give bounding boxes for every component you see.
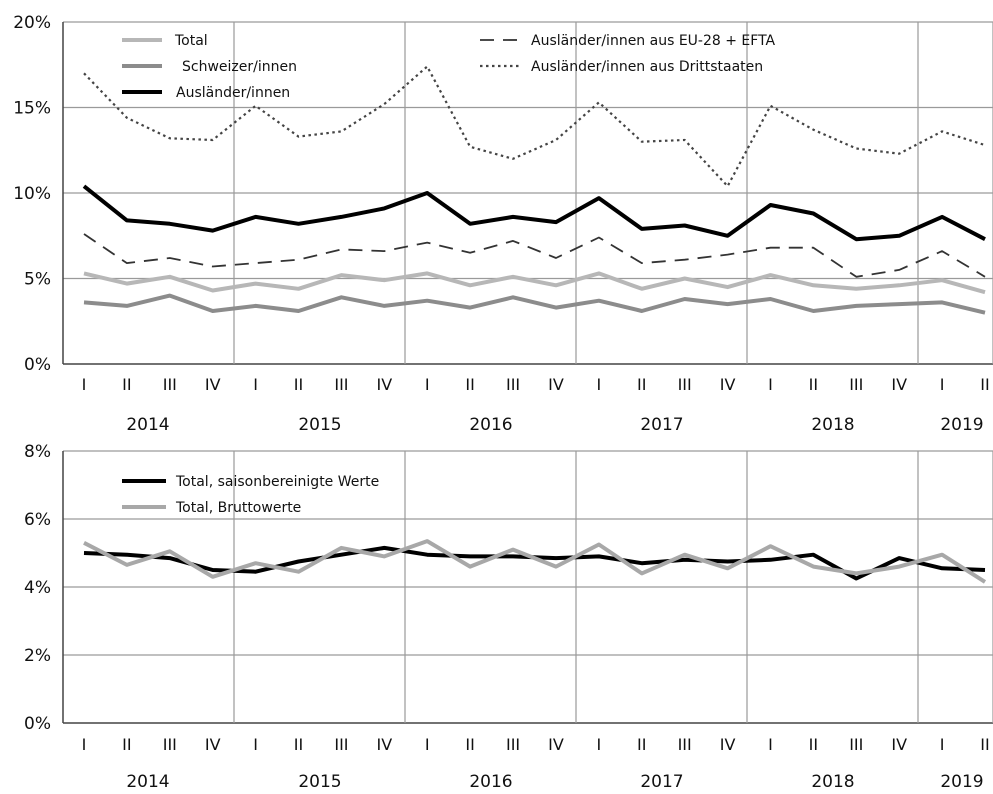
x-tick-label: I: [940, 375, 945, 394]
x-tick-label: IV: [205, 735, 221, 754]
x-tick-label: IV: [376, 375, 392, 394]
x-tick-label: IV: [891, 735, 907, 754]
legend-label: Ausländer/innen aus EU-28 + EFTA: [531, 33, 776, 49]
series-line-0-3: [83, 233, 986, 278]
x-tick-label: III: [334, 375, 348, 394]
x-tick-label: I: [82, 735, 87, 754]
y-tick-label: 15%: [13, 99, 51, 119]
y-tick-label: 20%: [13, 13, 51, 33]
x-tick-label: III: [849, 735, 863, 754]
x-tick-label: I: [596, 375, 601, 394]
y-tick-label: 2%: [24, 646, 51, 666]
year-label: 2015: [298, 772, 341, 792]
year-label: 2014: [126, 772, 169, 792]
x-tick-label: II: [465, 375, 474, 394]
x-tick-label: II: [637, 375, 646, 394]
x-tick-label: II: [122, 375, 131, 394]
x-tick-label: III: [506, 375, 520, 394]
x-tick-label: I: [425, 735, 430, 754]
y-tick-label: 0%: [24, 714, 51, 734]
x-tick-label: I: [82, 375, 87, 394]
x-tick-label: I: [596, 735, 601, 754]
year-label: 2014: [126, 415, 169, 435]
x-tick-label: III: [334, 735, 348, 754]
x-tick-label: IV: [376, 735, 392, 754]
series-line-0-0: [83, 271, 986, 295]
x-tick-label: III: [678, 375, 692, 394]
legend-label: Total, saisonbereinigte Werte: [175, 474, 379, 490]
year-label: 2017: [640, 772, 683, 792]
x-tick-label: IV: [548, 375, 564, 394]
y-tick-label: 5%: [24, 270, 51, 290]
y-tick-label: 10%: [13, 184, 51, 204]
x-tick-label: I: [768, 375, 773, 394]
x-tick-label: IV: [548, 735, 564, 754]
x-tick-label: II: [465, 735, 474, 754]
x-tick-label: I: [940, 735, 945, 754]
x-tick-label: II: [980, 375, 989, 394]
x-tick-label: I: [768, 735, 773, 754]
year-label: 2018: [811, 772, 854, 792]
x-tick-label: II: [809, 735, 818, 754]
x-tick-label: II: [294, 375, 303, 394]
y-tick-label: 4%: [24, 578, 51, 598]
x-tick-label: I: [253, 735, 258, 754]
series-line-0-4: [83, 65, 986, 188]
x-tick-label: II: [637, 735, 646, 754]
x-tick-label: IV: [205, 375, 221, 394]
x-tick-label: II: [294, 735, 303, 754]
year-label: 2019: [940, 415, 983, 435]
x-tick-label: II: [980, 735, 989, 754]
year-label: 2017: [640, 415, 683, 435]
year-label: 2019: [940, 772, 983, 792]
series-line-0-1: [83, 293, 986, 315]
year-label: 2018: [811, 415, 854, 435]
x-tick-label: III: [163, 375, 177, 394]
x-tick-label: IV: [891, 375, 907, 394]
x-tick-label: III: [678, 735, 692, 754]
x-tick-label: III: [849, 375, 863, 394]
legend-label: Total: [174, 33, 208, 49]
x-tick-label: I: [253, 375, 258, 394]
year-label: 2016: [469, 772, 512, 792]
x-tick-label: III: [506, 735, 520, 754]
x-tick-label: IV: [720, 735, 736, 754]
x-tick-label: II: [809, 375, 818, 394]
legend-label: Schweizer/innen: [182, 59, 297, 75]
x-tick-label: I: [425, 375, 430, 394]
y-tick-label: 0%: [24, 355, 51, 375]
x-tick-label: IV: [720, 375, 736, 394]
x-tick-label: II: [122, 735, 131, 754]
year-label: 2015: [298, 415, 341, 435]
legend-label: Ausländer/innen: [176, 85, 290, 101]
x-tick-label: III: [163, 735, 177, 754]
series-line-1-1: [83, 539, 987, 584]
year-label: 2016: [469, 415, 512, 435]
legend-label: Total, Bruttowerte: [175, 500, 301, 516]
y-tick-label: 8%: [24, 442, 51, 462]
y-tick-label: 6%: [24, 510, 51, 530]
legend-label: Ausländer/innen aus Drittstaaten: [531, 59, 763, 75]
series-line-0-2: [82, 184, 986, 242]
